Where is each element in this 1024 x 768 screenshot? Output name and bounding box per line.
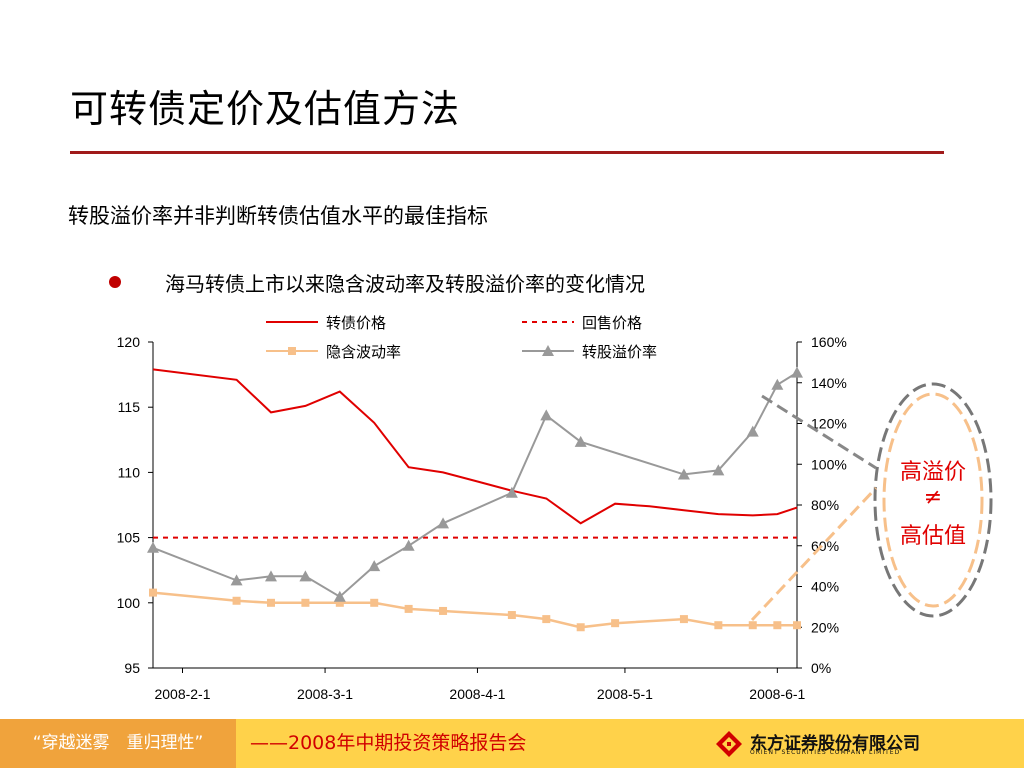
series-point xyxy=(149,588,157,597)
x-tick-label: 2008-6-1 xyxy=(749,686,805,702)
y-left-tick-label: 120 xyxy=(117,334,141,350)
legend-label: 转债价格 xyxy=(326,314,386,332)
series-point xyxy=(266,598,275,607)
x-tick-label: 2008-3-1 xyxy=(297,686,353,702)
y-left-tick-label: 105 xyxy=(117,530,141,546)
series-point xyxy=(333,590,346,602)
series-point xyxy=(773,621,782,630)
logo-icon xyxy=(716,731,742,757)
series-point xyxy=(748,621,757,630)
y-right-tick-label: 20% xyxy=(811,619,839,635)
series-point xyxy=(232,596,241,605)
x-tick-label: 2008-5-1 xyxy=(597,686,653,702)
annotation-line-3: 高估值 xyxy=(899,524,966,549)
annotation-connector-volatility xyxy=(750,486,878,622)
series-point xyxy=(335,598,344,607)
y-right-tick-label: 160% xyxy=(811,334,847,350)
series-point xyxy=(368,560,381,572)
x-tick-label: 2008-4-1 xyxy=(449,686,505,702)
footer-event: ——2008年中期投资策略报告会 xyxy=(250,732,527,754)
annotation-line-2: ≠ xyxy=(923,485,943,510)
footer-bar: “穿越迷雾 重归理性” ——2008年中期投资策略报告会 东方证券股份有限公司 … xyxy=(0,719,1024,768)
series-point xyxy=(712,464,725,476)
series-point xyxy=(714,621,723,630)
logo-name-cn: 东方证券股份有限公司 xyxy=(750,734,920,754)
legend-label: 回售价格 xyxy=(582,314,642,332)
series-line xyxy=(152,368,798,525)
y-right-tick-label: 0% xyxy=(811,660,831,676)
series-line xyxy=(152,591,797,629)
series-point xyxy=(576,623,585,632)
series-point xyxy=(679,615,688,624)
y-left-tick-label: 95 xyxy=(124,660,140,676)
series-point xyxy=(611,619,620,628)
series-point xyxy=(264,570,277,582)
y-right-tick-label: 40% xyxy=(811,579,839,595)
y-left-tick-label: 115 xyxy=(118,399,141,415)
x-tick-label: 2008-2-1 xyxy=(154,686,210,702)
title-underline xyxy=(70,151,944,154)
page-subtitle: 转股溢价率并非判断转债估值水平的最佳指标 xyxy=(68,204,488,228)
series-point xyxy=(793,621,801,630)
legend-label: 隐含波动率 xyxy=(326,343,401,361)
y-right-tick-label: 140% xyxy=(811,375,847,391)
series-point xyxy=(370,598,379,607)
series-point xyxy=(301,598,310,607)
y-right-tick-label: 120% xyxy=(811,416,847,432)
series-point xyxy=(542,615,551,624)
annotation-line-1: 高溢价 xyxy=(899,460,966,485)
series-point xyxy=(507,611,516,620)
series-point xyxy=(540,409,553,421)
legend-marker xyxy=(288,347,296,355)
series-point xyxy=(439,606,448,615)
annotation-connector-premium xyxy=(761,394,877,470)
series-point xyxy=(505,486,518,498)
chart: 951001051101151200%20%40%60%80%100%120%1… xyxy=(117,314,993,702)
annotation-outer-ellipse xyxy=(873,382,993,618)
page-title: 可转债定价及估值方法 xyxy=(70,87,461,131)
series-point xyxy=(574,435,587,447)
y-right-tick-label: 100% xyxy=(811,456,847,472)
logo-name-en: ORIENT SECURITIES COMPANY LIMITED xyxy=(750,749,901,756)
y-left-tick-label: 100 xyxy=(117,595,141,611)
series-point xyxy=(299,570,312,582)
footer-slogan: “穿越迷雾 重归理性” xyxy=(0,719,236,768)
company-logo: 东方证券股份有限公司 ORIENT SECURITIES COMPANY LIM… xyxy=(714,729,920,759)
series-point xyxy=(771,378,784,390)
legend-label: 转股溢价率 xyxy=(582,343,657,361)
annotation-inner-ellipse xyxy=(882,392,984,608)
series-point xyxy=(746,425,759,437)
series-line xyxy=(152,371,798,598)
legend-marker xyxy=(542,345,554,356)
y-right-tick-label: 80% xyxy=(811,497,839,513)
series-point xyxy=(230,574,243,586)
bullet-text: 海马转债上市以来隐含波动率及转股溢价率的变化情况 xyxy=(165,272,645,296)
bullet-icon xyxy=(109,276,121,288)
y-left-tick-label: 110 xyxy=(118,464,141,480)
series-point xyxy=(791,366,803,378)
series-point xyxy=(402,539,415,551)
series-point xyxy=(404,604,413,613)
series-point xyxy=(437,517,450,529)
series-point xyxy=(677,468,690,480)
series-point xyxy=(147,541,159,553)
